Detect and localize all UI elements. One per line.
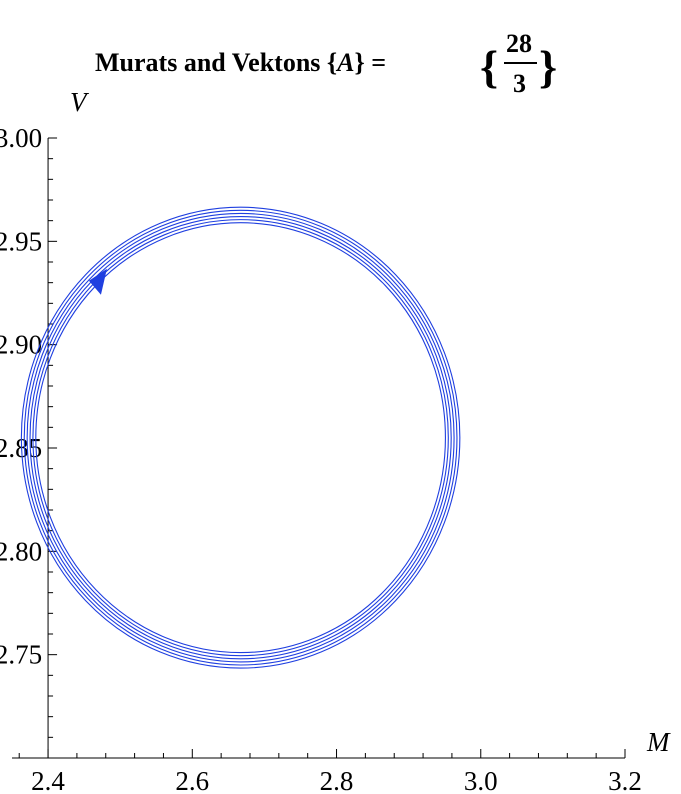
y-tick-label: 3.00 [0,123,42,153]
title-suffix: } = [354,48,386,77]
title-prefix: Murats and Vektons { [95,48,337,77]
x-tick-label: 2.4 [31,766,65,794]
title-variable: A [335,48,354,77]
y-tick-label: 2.90 [0,330,42,360]
trajectory-loop [29,215,452,660]
y-axis-label: V [70,87,90,117]
axes: 2.4 2.6 2.8 3.0 3.22.752.802.852.902.953.00M… [0,87,671,794]
title-numerator: 28 [506,29,532,58]
x-tick-label: 2.8 [320,766,354,794]
x-tick-label: 2.6 [175,766,209,794]
trajectory-loop [26,212,455,663]
trajectory-loop [23,209,458,666]
svg-text:Murats and Vektons {A} =: Murats and Vektons {A} = [95,48,386,77]
title-close-brace: } [539,41,557,92]
y-tick-label: 2.95 [0,226,42,256]
y-tick-label: 2.75 [0,640,42,670]
x-tick-label: 3.2 [608,766,642,794]
trajectory [20,206,461,669]
trajectory-loop [35,222,446,654]
title-open-brace: { [480,41,498,92]
x-axis-label: M [646,727,671,757]
chart-title: Murats and Vektons {A} = { 28 3 } [95,29,557,98]
title-denominator: 3 [513,69,526,98]
y-tick-label: 2.80 [0,536,42,566]
direction-arrow [88,268,107,295]
x-tick-label: 3.0 [464,766,498,794]
trajectory-loop [20,206,461,669]
trajectory-loop [32,219,449,657]
